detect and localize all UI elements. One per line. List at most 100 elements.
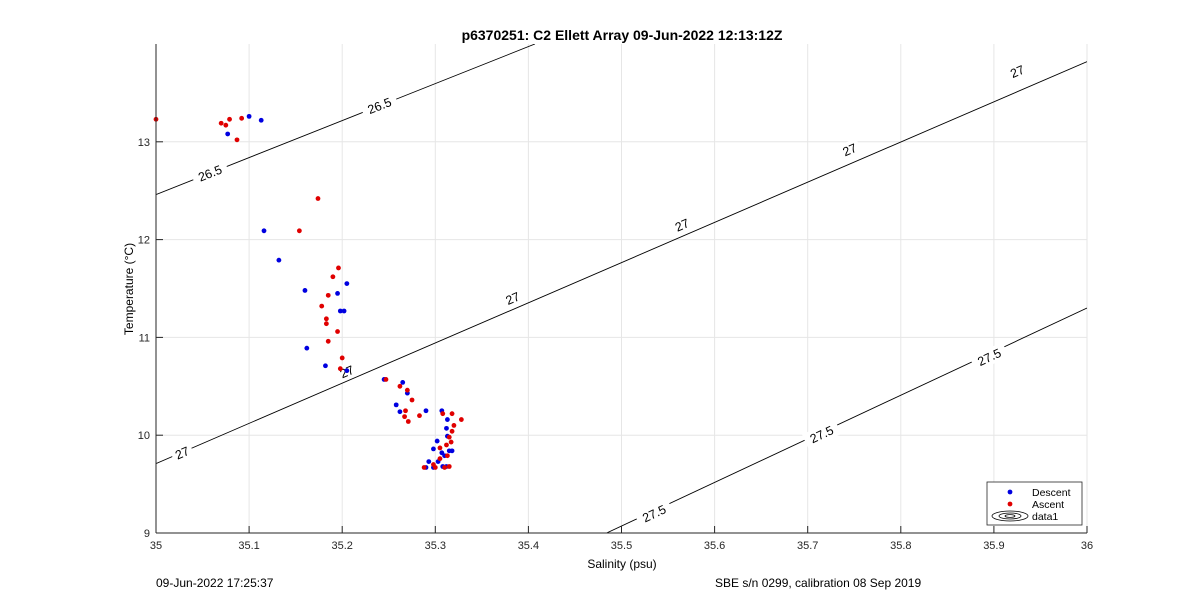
isopycnal-label-bg bbox=[499, 286, 526, 310]
legend-box bbox=[986, 481, 1083, 526]
ascent-point bbox=[337, 366, 343, 372]
y-tick-label: 12 bbox=[138, 235, 150, 247]
descent-point bbox=[302, 288, 308, 293]
legend-marker bbox=[1007, 489, 1013, 495]
ascent-point bbox=[319, 303, 325, 309]
ascent-point bbox=[403, 408, 408, 414]
x-tick-label: 35 bbox=[150, 540, 162, 552]
isopycnal-label: 27 bbox=[836, 138, 863, 162]
descent-point bbox=[444, 425, 449, 431]
y-axis-label: Temperature (°C) bbox=[122, 243, 136, 335]
ascent-point bbox=[448, 439, 454, 445]
isopycnal-label: 26.5 bbox=[359, 91, 400, 120]
descent-point bbox=[344, 281, 350, 287]
ascent-point bbox=[397, 383, 403, 389]
ascent-point bbox=[440, 411, 446, 417]
ascent-point bbox=[437, 445, 443, 451]
isopycnal-label-bg bbox=[969, 342, 1009, 372]
legend-label: Descent bbox=[1032, 487, 1071, 499]
descent-point bbox=[397, 409, 403, 415]
descent-point bbox=[341, 308, 347, 314]
legend-marker bbox=[1007, 501, 1013, 507]
ascent-point bbox=[336, 265, 341, 271]
descent-point bbox=[323, 363, 328, 369]
isopycnal-label-bg bbox=[190, 159, 230, 188]
isopycnal-line bbox=[606, 307, 1087, 533]
isopycnal-line bbox=[156, 61, 1087, 464]
ascent-point bbox=[296, 228, 302, 234]
sensor-calibration-info: SBE s/n 0299, calibration 08 Sep 2019 bbox=[715, 576, 922, 590]
ascent-point bbox=[227, 116, 232, 122]
descent-point bbox=[344, 368, 350, 374]
ascent-point bbox=[339, 355, 345, 361]
descent-point bbox=[225, 131, 231, 137]
ascent-point bbox=[437, 456, 443, 462]
ascent-point bbox=[330, 274, 336, 280]
ascent-point bbox=[325, 292, 331, 298]
isopycnal-label-text: 27 bbox=[841, 141, 859, 159]
axes: 35 35.1 35.2 35.3 35.4 35.5 35.6 35.7 35.8 35.9 36… bbox=[138, 44, 1093, 552]
ascent-point bbox=[239, 115, 245, 121]
descent-point bbox=[335, 290, 340, 296]
isopycnal-label-bg bbox=[634, 498, 674, 529]
x-tick-label: 35.5 bbox=[611, 540, 632, 552]
isopycnal-label: 27 bbox=[499, 286, 526, 310]
x-tick-label: 35.7 bbox=[797, 540, 818, 552]
ascent-point bbox=[323, 321, 329, 327]
ascent-point bbox=[445, 453, 450, 459]
descent-point bbox=[423, 408, 429, 414]
legend-contour-icon bbox=[991, 510, 1029, 522]
ascent-point bbox=[325, 338, 331, 344]
isopycnal-label-bg bbox=[836, 138, 863, 162]
legend-contour-icon bbox=[998, 512, 1022, 520]
descent-point bbox=[445, 417, 450, 422]
ascent-point bbox=[383, 377, 389, 382]
isopycnal-label: 27 bbox=[669, 213, 695, 237]
legend-label: Ascent bbox=[1032, 499, 1064, 511]
ascent-point bbox=[315, 196, 321, 201]
descent-point bbox=[393, 402, 399, 408]
x-tick-label: 35.1 bbox=[238, 540, 259, 552]
isopycnal-label-bg bbox=[169, 441, 195, 465]
x-tick-label: 35.3 bbox=[425, 540, 446, 552]
y-tick-label: 13 bbox=[138, 137, 150, 149]
isopycnal-label: 27.5 bbox=[969, 342, 1009, 372]
x-tick-label: 35.8 bbox=[890, 540, 911, 552]
descent-point bbox=[434, 438, 440, 444]
ascent-point bbox=[409, 397, 415, 403]
ascent-point bbox=[323, 316, 329, 322]
descent-point bbox=[426, 459, 432, 465]
ascent-point bbox=[444, 442, 449, 448]
descent-point bbox=[400, 379, 406, 385]
isopycnal-label: 26.5 bbox=[190, 159, 230, 188]
isopycnal-label-bg bbox=[669, 213, 695, 237]
x-axis-label: Salinity (psu) bbox=[587, 557, 656, 571]
descent-point bbox=[246, 113, 252, 119]
ascent-point bbox=[442, 465, 448, 470]
ascent-point bbox=[405, 419, 411, 424]
legend-label: data1 bbox=[1032, 511, 1058, 523]
ascent-point bbox=[446, 434, 452, 440]
ascent-point bbox=[449, 411, 455, 417]
descent-point bbox=[258, 117, 264, 123]
isopycnal-label: 27 bbox=[1004, 59, 1030, 83]
x-tick-label: 35.9 bbox=[983, 540, 1004, 552]
isopycnal-label-bg bbox=[1004, 59, 1030, 83]
legend-contour-icon bbox=[1004, 514, 1016, 518]
isopycnal-label-text: 27 bbox=[673, 216, 691, 234]
descent-point bbox=[431, 446, 436, 452]
ascent-point bbox=[234, 137, 240, 143]
x-tick-label: 36 bbox=[1081, 540, 1093, 552]
y-tick-label: 11 bbox=[139, 332, 150, 344]
grid bbox=[155, 44, 1088, 534]
isopycnal-label-bg bbox=[359, 91, 400, 120]
ascent-point bbox=[421, 465, 427, 470]
ascent-point bbox=[432, 465, 438, 470]
descent-point bbox=[261, 228, 267, 234]
ascent-point bbox=[404, 387, 410, 393]
ascent-point bbox=[449, 428, 455, 434]
chart-title: p6370251: C2 Ellett Array 09-Jun-2022 12… bbox=[462, 27, 783, 43]
descent-point bbox=[276, 257, 282, 263]
